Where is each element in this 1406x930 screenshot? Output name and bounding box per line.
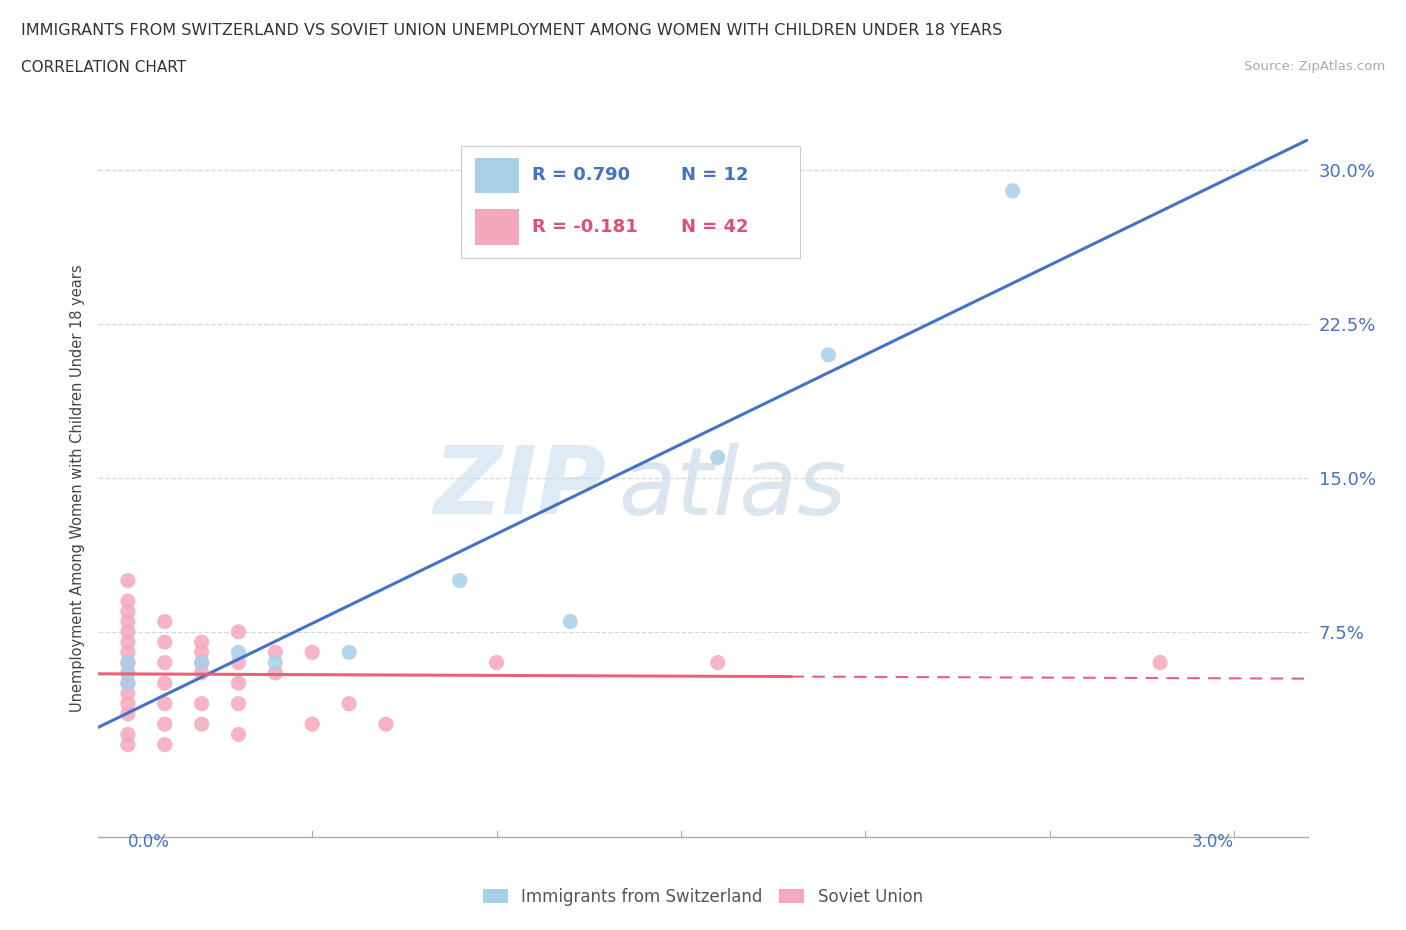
Point <box>153 717 176 732</box>
Point <box>117 644 139 659</box>
Y-axis label: Unemployment Among Women with Children Under 18 years: Unemployment Among Women with Children U… <box>69 264 84 712</box>
Point <box>264 656 287 671</box>
Point <box>117 604 139 618</box>
Point <box>117 656 139 671</box>
Point <box>117 676 139 691</box>
Point <box>117 624 139 639</box>
Point <box>117 707 139 722</box>
Point <box>560 614 582 629</box>
Point <box>375 717 398 732</box>
Point <box>228 676 250 691</box>
Text: atlas: atlas <box>619 443 846 534</box>
Point <box>337 644 360 659</box>
Point <box>228 697 250 711</box>
Point <box>337 697 360 711</box>
Point <box>228 624 250 639</box>
Point <box>817 348 839 363</box>
Point <box>117 737 139 752</box>
Point <box>117 666 139 681</box>
Point <box>117 727 139 742</box>
Point <box>190 656 212 671</box>
Point <box>153 656 176 671</box>
Point <box>117 614 139 629</box>
Text: ZIP: ZIP <box>433 443 606 534</box>
Legend: Immigrants from Switzerland, Soviet Union: Immigrants from Switzerland, Soviet Unio… <box>477 881 929 912</box>
Point <box>190 697 212 711</box>
Text: CORRELATION CHART: CORRELATION CHART <box>21 60 186 75</box>
Point <box>153 676 176 691</box>
Point <box>190 634 212 649</box>
Point <box>190 666 212 681</box>
Point <box>485 656 508 671</box>
Point <box>1149 656 1171 671</box>
Point <box>190 644 212 659</box>
Text: 3.0%: 3.0% <box>1192 833 1234 851</box>
Point <box>117 593 139 608</box>
Point <box>190 656 212 671</box>
Point <box>117 686 139 701</box>
Point <box>706 450 728 465</box>
Point <box>117 697 139 711</box>
Text: IMMIGRANTS FROM SWITZERLAND VS SOVIET UNION UNEMPLOYMENT AMONG WOMEN WITH CHILDR: IMMIGRANTS FROM SWITZERLAND VS SOVIET UN… <box>21 23 1002 38</box>
Point <box>228 656 250 671</box>
Point <box>301 644 323 659</box>
Point <box>706 656 728 671</box>
Point <box>153 697 176 711</box>
Point <box>228 727 250 742</box>
Point <box>153 634 176 649</box>
Point <box>449 573 471 588</box>
Point <box>117 676 139 691</box>
Point <box>153 614 176 629</box>
Point <box>153 737 176 752</box>
Point <box>301 717 323 732</box>
Point <box>117 634 139 649</box>
Point <box>117 573 139 588</box>
Point <box>264 666 287 681</box>
Point <box>264 644 287 659</box>
Text: Source: ZipAtlas.com: Source: ZipAtlas.com <box>1244 60 1385 73</box>
Point <box>1001 183 1024 198</box>
Point <box>117 666 139 681</box>
Point <box>228 644 250 659</box>
Point <box>117 656 139 671</box>
Point <box>190 717 212 732</box>
Text: 0.0%: 0.0% <box>128 833 170 851</box>
